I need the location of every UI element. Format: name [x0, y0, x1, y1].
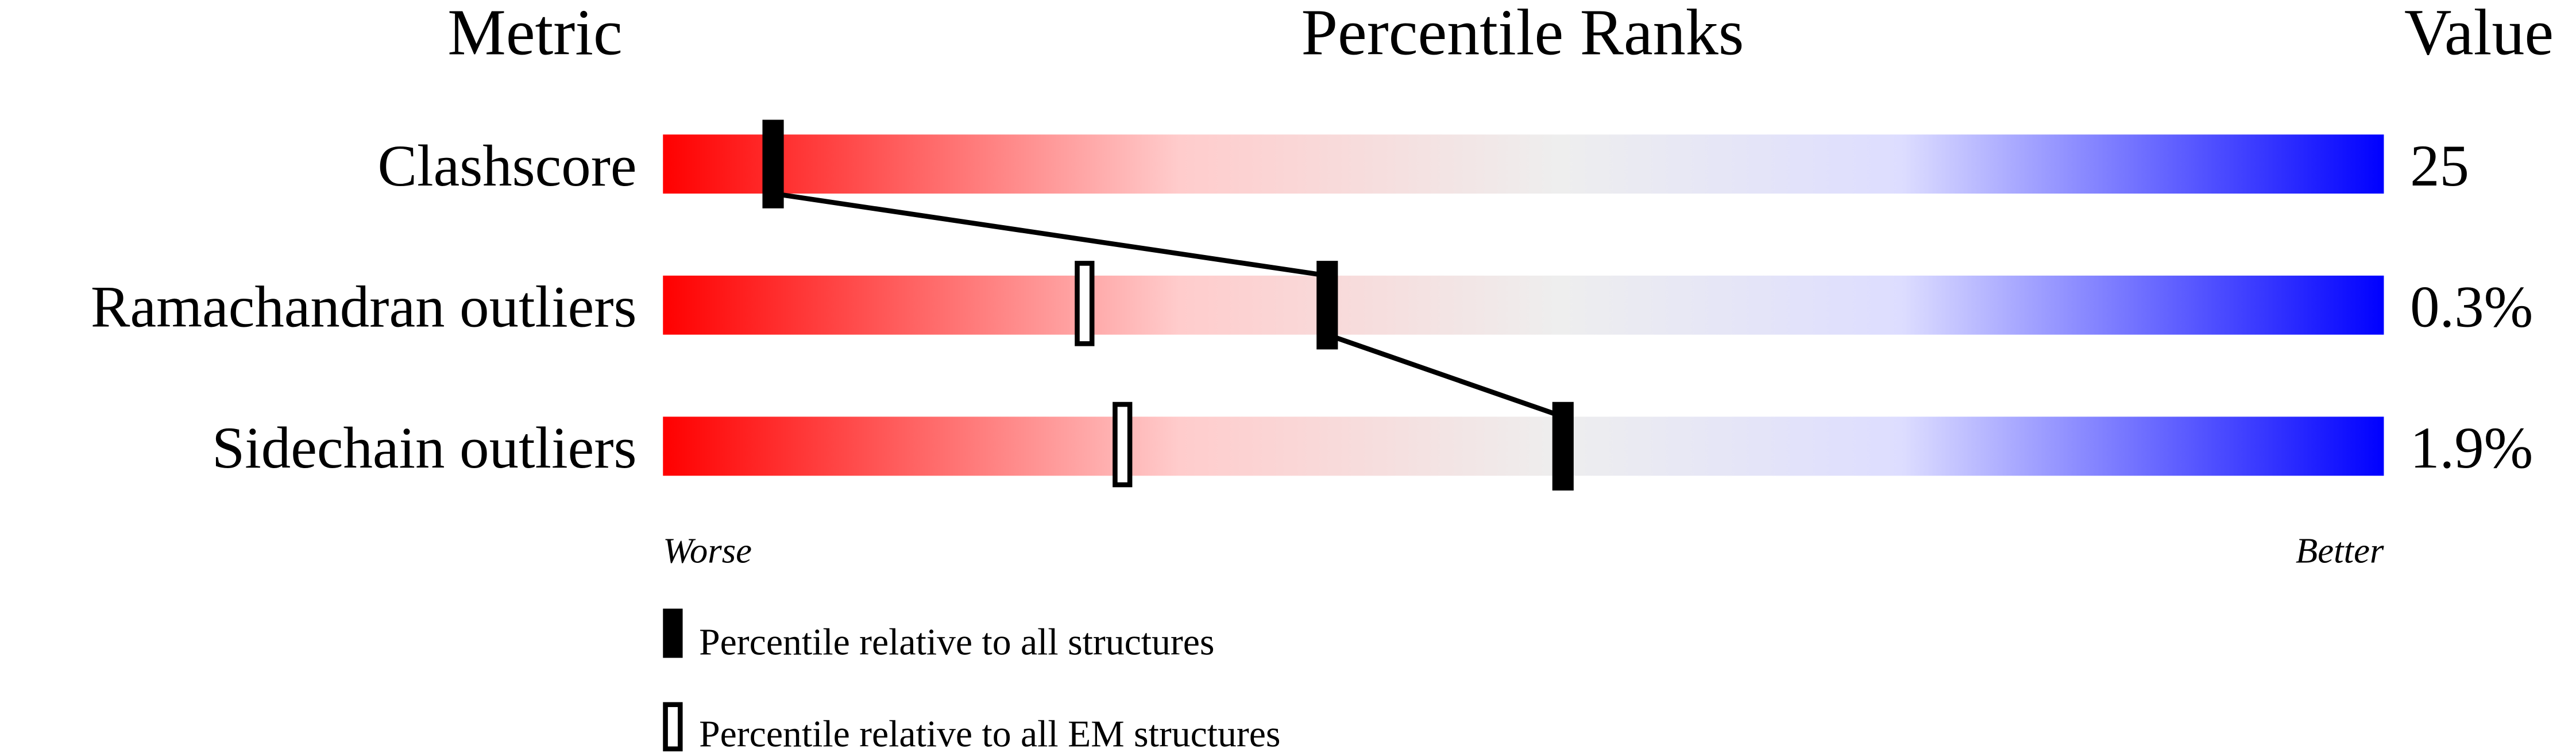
metric-value: 25 — [2410, 133, 2469, 199]
worse-label: Worse — [663, 531, 752, 571]
chart-title: Percentile Ranks — [1301, 0, 1744, 68]
metric-row: Ramachandran outliers 0.3% — [91, 261, 2533, 350]
value-header: Value — [2404, 0, 2554, 68]
metric-header: Metric — [447, 0, 622, 68]
legend-all-structures: Percentile relative to all structures — [699, 621, 1214, 663]
legend-open-marker — [663, 702, 683, 752]
legend-filled-marker — [663, 608, 683, 658]
metric-label: Clashscore — [377, 133, 636, 199]
connector-line — [1326, 332, 1564, 419]
metric-row: Sidechain outliers 1.9% — [212, 401, 2533, 491]
legend-em-structures: Percentile relative to all EM structures — [699, 713, 1280, 753]
metric-value: 0.3% — [2410, 274, 2533, 339]
em-percentile-marker — [1075, 261, 1095, 346]
metric-row: Clashscore 25 — [377, 119, 2469, 208]
better-label: Better — [2296, 531, 2384, 571]
metric-label: Ramachandran outliers — [91, 274, 637, 339]
percentile-bar — [663, 416, 2384, 476]
percentile-bar — [663, 134, 2384, 194]
percentile-bar — [663, 275, 2384, 335]
connector-line — [773, 191, 1328, 279]
metric-label: Sidechain outliers — [212, 415, 637, 481]
em-percentile-marker — [1113, 401, 1133, 488]
metric-value: 1.9% — [2410, 415, 2533, 481]
